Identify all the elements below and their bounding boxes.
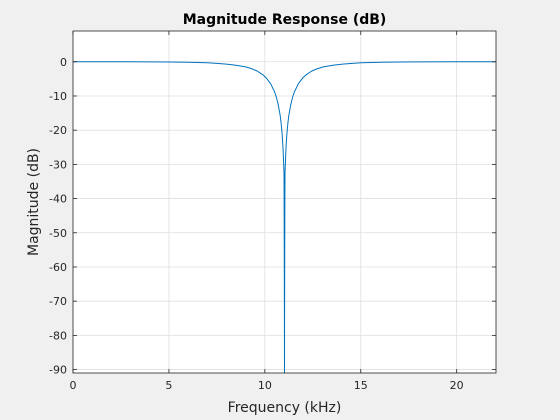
x-axis-label: Frequency (kHz) bbox=[228, 400, 342, 416]
x-tick-label: 5 bbox=[165, 379, 172, 392]
plot-area-border bbox=[72, 30, 497, 374]
x-tick-label: 20 bbox=[450, 379, 464, 392]
y-axis-label: Magnitude (dB) bbox=[26, 148, 42, 256]
y-tick-label: -80 bbox=[49, 329, 67, 342]
x-tick-label: 15 bbox=[354, 379, 368, 392]
y-tick-label: -90 bbox=[49, 364, 67, 377]
chart-title: Magnitude Response (dB) bbox=[183, 12, 387, 28]
y-tick-label: -70 bbox=[49, 295, 67, 308]
y-tick-label: -40 bbox=[49, 193, 67, 206]
x-tick-label: 0 bbox=[70, 379, 77, 392]
axis-ticks: 0 5 10 15 20 0 -10 -20 -30 -40 -50 -60 -70 -80 -90 bbox=[49, 31, 496, 392]
y-tick-label: -10 bbox=[49, 90, 67, 103]
y-tick-label: -20 bbox=[49, 124, 67, 137]
y-tick-label: -60 bbox=[49, 261, 67, 274]
y-tick-label: -30 bbox=[49, 158, 67, 171]
x-tick-label: 10 bbox=[258, 379, 272, 392]
y-tick-label: 0 bbox=[60, 56, 67, 69]
y-tick-label: -50 bbox=[49, 227, 67, 240]
